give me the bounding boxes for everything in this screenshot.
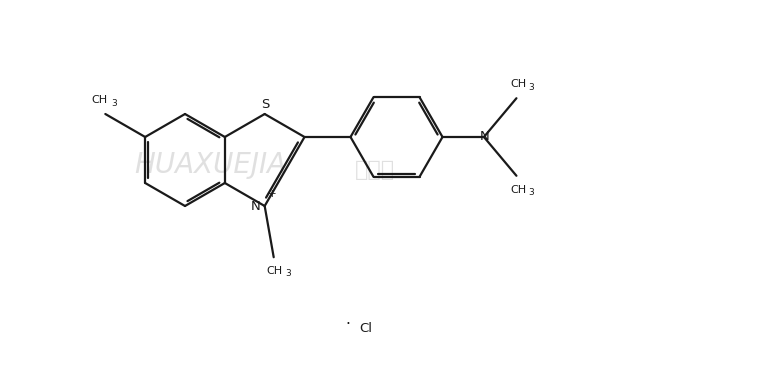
Text: N: N (480, 130, 490, 144)
Text: Cl: Cl (359, 321, 372, 334)
Text: CH: CH (267, 266, 283, 276)
Text: ·: · (345, 317, 351, 331)
Text: N: N (251, 200, 261, 212)
Text: HUAXUEJIA: HUAXUEJIA (134, 151, 286, 179)
Text: 化学加: 化学加 (355, 160, 395, 180)
Text: 3: 3 (529, 188, 534, 197)
Text: CH: CH (510, 79, 527, 89)
Text: 3: 3 (284, 269, 291, 278)
Text: S: S (261, 98, 270, 111)
Text: 3: 3 (112, 99, 117, 108)
Text: 3: 3 (529, 83, 534, 92)
Text: CH: CH (91, 95, 107, 105)
Text: CH: CH (510, 185, 527, 195)
Text: +: + (268, 189, 277, 199)
